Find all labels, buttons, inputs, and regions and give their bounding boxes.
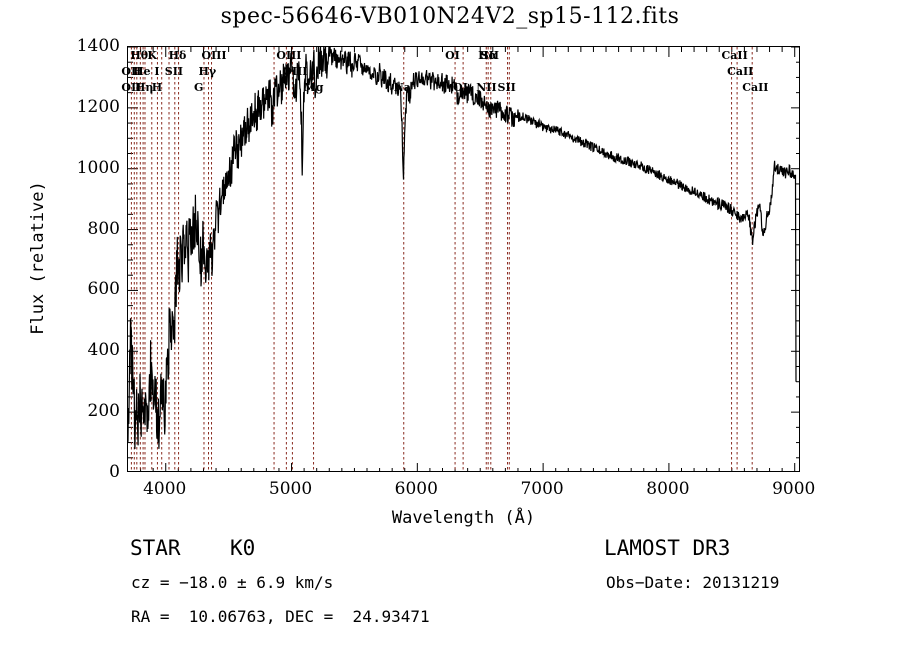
spectrum-trace xyxy=(128,47,797,450)
line-label-oii: OII xyxy=(121,65,142,78)
line-label-h: Hη xyxy=(134,81,154,94)
y-tick-label: 400 xyxy=(87,340,120,361)
line-label-hei: He I xyxy=(133,65,160,78)
radial-velocity: cz = −18.0 ± 6.9 km/s xyxy=(131,573,334,592)
line-label-oii: OII xyxy=(121,81,142,94)
x-axis-tick-labels: 4000 5000 6000 7000 8000 9000 xyxy=(0,481,900,505)
y-tick-label: 600 xyxy=(87,279,120,300)
line-label-na: Na xyxy=(393,81,411,94)
line-label-sii: SII xyxy=(480,49,500,62)
y-tick-label: 1200 xyxy=(76,96,120,117)
spectrum-canvas xyxy=(128,47,799,471)
line-label-caii: CaII xyxy=(727,65,754,78)
line-label-h: Hγ xyxy=(198,65,217,78)
line-label-caii: CaII xyxy=(721,49,748,62)
y-tick-label: 1400 xyxy=(76,36,120,56)
x-tick-label: 9000 xyxy=(772,479,816,499)
y-axis-tick-labels: 0 200 400 600 800 1000 1200 1400 xyxy=(62,0,120,649)
line-label-caii: CaII xyxy=(742,81,769,94)
page-title: spec-56646-VB010N24V2_sp15-112.fits xyxy=(220,4,680,29)
plot-area xyxy=(127,46,800,472)
line-label-sii: SII xyxy=(164,65,184,78)
line-label-mg: Mg xyxy=(303,81,324,94)
line-label-h: Hδ xyxy=(168,49,187,62)
line-marker-group xyxy=(130,47,753,471)
object-type: STAR xyxy=(130,536,181,560)
metadata-footer: STAR K0 LAMOST DR3 cz = −18.0 ± 6.9 km/s… xyxy=(0,528,900,648)
spectrum-svg xyxy=(128,47,799,471)
line-label-oi: OI xyxy=(445,49,460,62)
line-label-k: K xyxy=(147,49,157,62)
survey-name: LAMOST DR3 xyxy=(604,536,731,560)
line-label-oi: OI xyxy=(453,81,468,94)
x-tick-label: 8000 xyxy=(646,479,690,499)
line-label-h: H xyxy=(151,81,163,94)
x-axis-title: Wavelength (Å) xyxy=(391,508,536,528)
line-label-sii: SII xyxy=(497,81,516,94)
line-label-h: Hθ xyxy=(130,49,149,62)
coordinates: RA = 10.06763, DEC = 24.93471 xyxy=(131,607,430,626)
line-label-oiii: OIII xyxy=(282,65,308,78)
y-tick-label: 0 xyxy=(109,462,120,482)
x-tick-label: 5000 xyxy=(268,479,313,499)
observation-date: Obs−Date: 20131219 xyxy=(606,573,780,592)
x-tick-label: 6000 xyxy=(394,479,438,499)
spectral-class: K0 xyxy=(230,536,256,560)
line-label-oiii: OIII xyxy=(276,49,302,62)
y-tick-label: 800 xyxy=(87,218,120,239)
line-label-g: G xyxy=(193,81,204,94)
line-label-nii: NII xyxy=(476,81,497,94)
y-axis-title: Flux (relative) xyxy=(28,181,48,335)
y-tick-label: 200 xyxy=(87,401,120,422)
x-tick-label: 4000 xyxy=(143,479,187,499)
x-tick-label: 7000 xyxy=(520,479,564,499)
y-tick-label: 1000 xyxy=(76,157,120,178)
line-label-h: Hα xyxy=(478,49,497,62)
line-label-oiii: OIII xyxy=(201,49,227,62)
